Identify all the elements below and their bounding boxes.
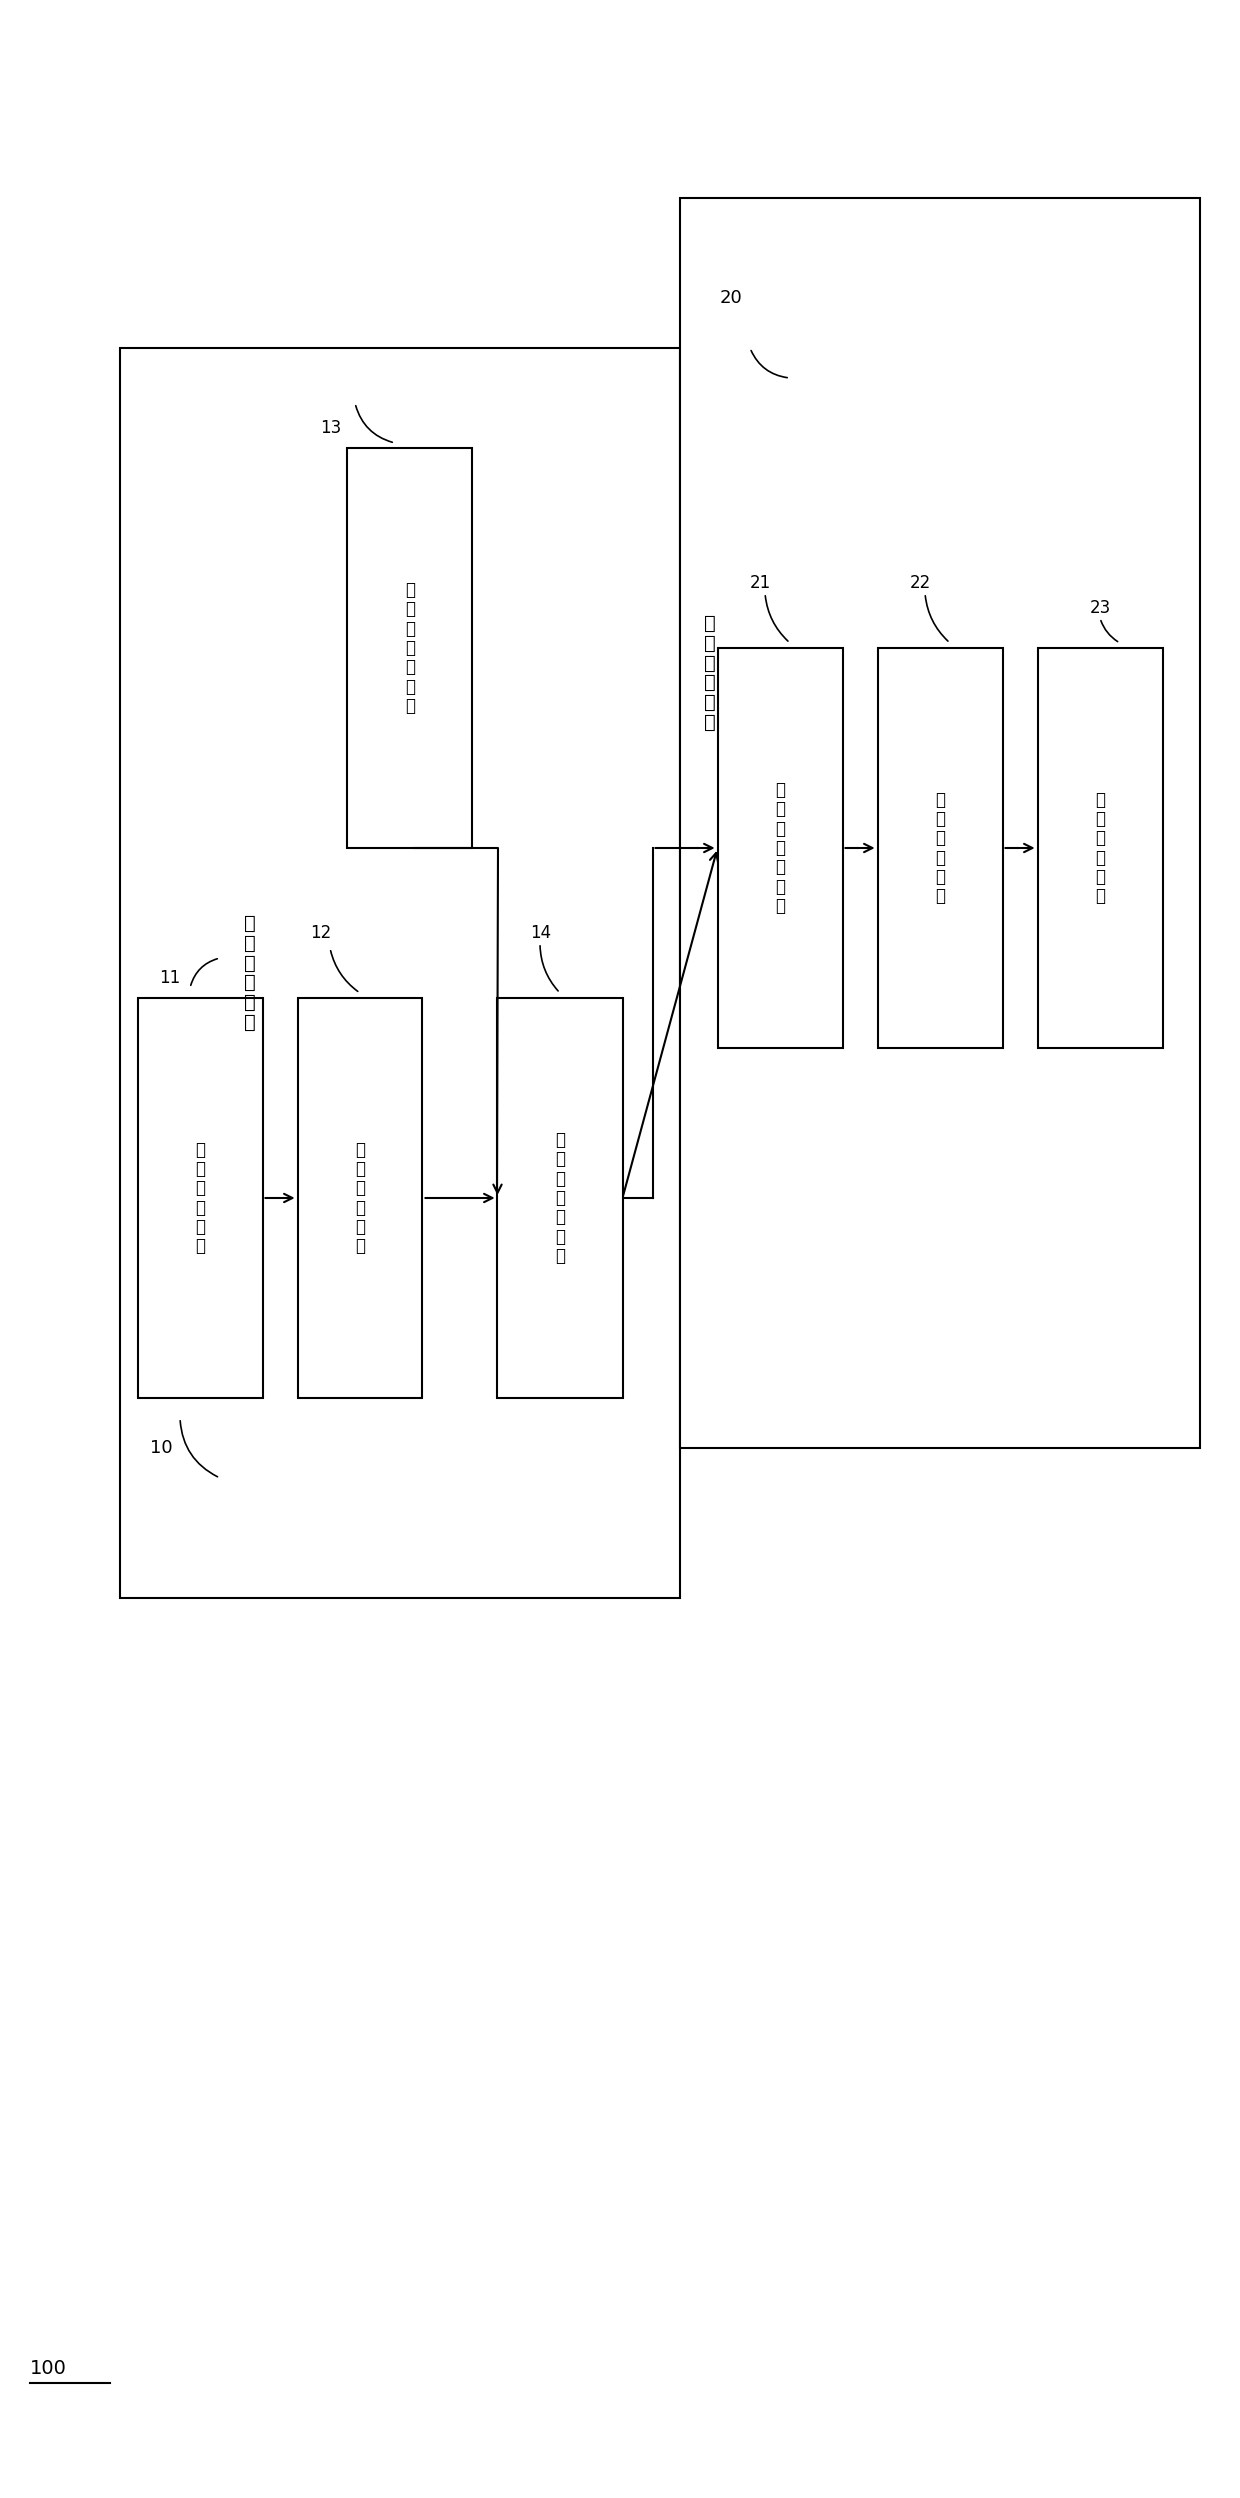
Text: 14: 14 xyxy=(529,924,551,942)
Text: 基
带
发
射
单
元: 基 带 发 射 单 元 xyxy=(195,1142,205,1256)
FancyBboxPatch shape xyxy=(1038,647,1163,1049)
Text: 23: 23 xyxy=(1090,600,1111,617)
FancyBboxPatch shape xyxy=(878,647,1002,1049)
Text: 基
带
扩
频
单
元: 基 带 扩 频 单 元 xyxy=(355,1142,365,1256)
Text: 100: 100 xyxy=(30,2358,67,2378)
Text: 11: 11 xyxy=(159,969,180,987)
Text: 10: 10 xyxy=(150,1439,172,1456)
Text: 信
号
发
射
模
块: 信 号 发 射 模 块 xyxy=(244,914,255,1032)
FancyBboxPatch shape xyxy=(718,647,842,1049)
FancyBboxPatch shape xyxy=(298,999,423,1399)
Text: 基
带
解
扩
单
元: 基 带 解 扩 单 元 xyxy=(935,789,945,904)
Text: 信
号
接
收
模
块: 信 号 接 收 模 块 xyxy=(704,615,715,732)
Text: 12: 12 xyxy=(310,924,331,942)
Text: 21: 21 xyxy=(750,575,771,592)
Text: 22: 22 xyxy=(910,575,931,592)
Text: 20: 20 xyxy=(720,290,743,307)
FancyBboxPatch shape xyxy=(138,999,263,1399)
FancyBboxPatch shape xyxy=(497,999,622,1399)
FancyBboxPatch shape xyxy=(347,447,472,847)
Text: 电
磁
波
产
生
单
元: 电 磁 波 产 生 单 元 xyxy=(405,582,415,714)
Text: 基
带
接
收
单
元: 基 带 接 收 单 元 xyxy=(1095,789,1105,904)
Bar xyxy=(680,197,1200,1449)
Text: 电
磁
波
解
调
单
元: 电 磁 波 解 调 单 元 xyxy=(775,782,785,914)
Text: 13: 13 xyxy=(320,420,341,437)
Text: 电
磁
波
调
制
单
元: 电 磁 波 调 制 单 元 xyxy=(556,1132,565,1264)
Bar xyxy=(120,347,680,1599)
